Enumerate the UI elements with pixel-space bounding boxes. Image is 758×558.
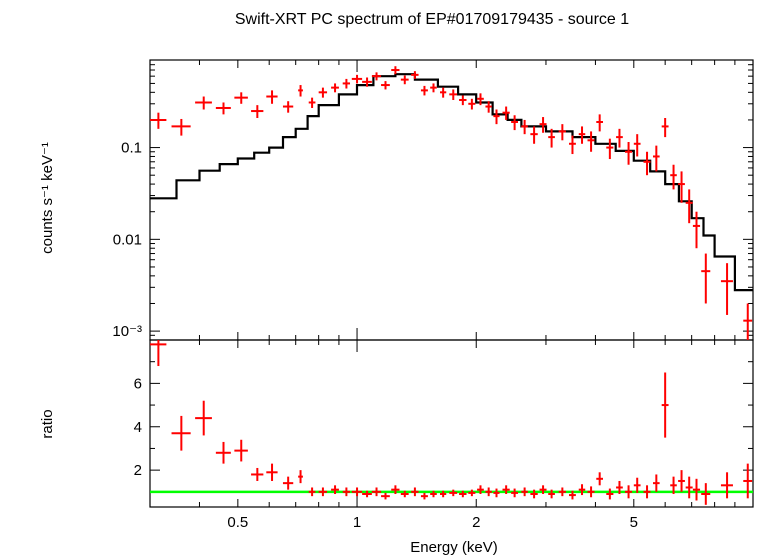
plot-layer: 0.5 1 2 5 0.1 0.01 10⁻³ 2 4 6	[112, 59, 754, 531]
y-tick-label: 2	[134, 462, 142, 479]
x-tick-label: 2	[472, 514, 480, 531]
x-tick-label: 0.5	[227, 514, 248, 531]
y-tick-label: 4	[134, 419, 142, 436]
x-axis-label: Energy (keV)	[410, 539, 498, 556]
y-tick-label: 6	[134, 375, 142, 392]
spectrum-data-group	[150, 66, 753, 340]
x-tick-label: 1	[353, 514, 361, 531]
bottom-y-axis-label: ratio	[39, 409, 56, 438]
y-tick-label: 0.01	[113, 231, 142, 248]
model-step-line	[150, 73, 753, 292]
chart-title: Swift-XRT PC spectrum of EP#01709179435 …	[235, 11, 629, 28]
y-tick-label: 0.1	[121, 140, 142, 157]
top-y-axis-label: counts s⁻¹ keV⁻¹	[39, 142, 56, 254]
y-tick-label: 10⁻³	[112, 323, 142, 340]
ratio-data-group	[150, 340, 753, 505]
ratio-panel-frame	[149, 339, 754, 508]
x-tick-label: 5	[630, 514, 638, 531]
